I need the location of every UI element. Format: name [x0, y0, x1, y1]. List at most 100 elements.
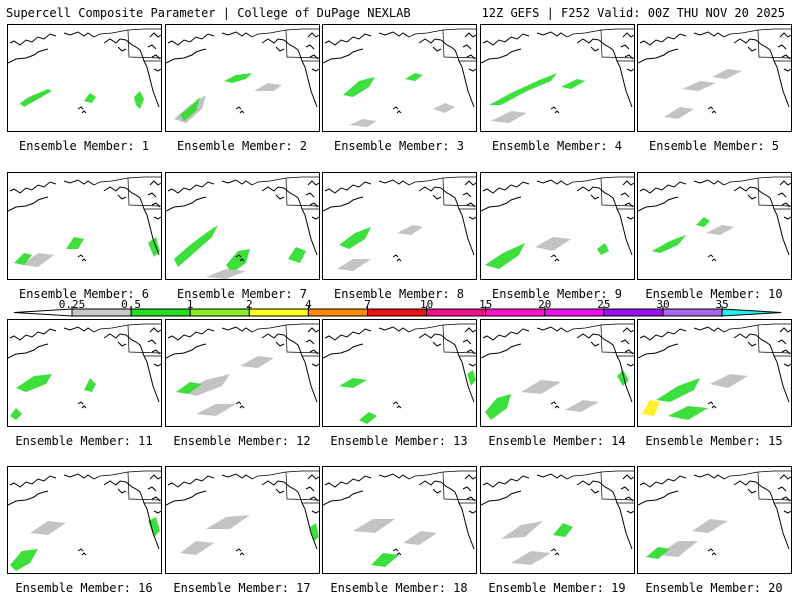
coastline: [147, 339, 157, 345]
coastline: [309, 202, 319, 208]
political-border: [566, 470, 634, 480]
coastline: [149, 180, 161, 186]
coastline: [466, 54, 476, 60]
ensemble-member-label: Ensemble Member: 12: [173, 434, 311, 448]
coastline: [440, 187, 475, 256]
coastline: [464, 32, 476, 38]
map-graphic: [166, 176, 319, 279]
coastline: [261, 186, 285, 192]
scp-low-area: [339, 227, 371, 249]
coastline: [9, 33, 57, 46]
map-graphic: [8, 323, 161, 420]
colorbar-tick-label: 35: [715, 298, 729, 311]
coastline: [626, 68, 634, 72]
scp-low-area: [561, 79, 585, 89]
coastline: [323, 196, 364, 212]
island: [550, 548, 557, 552]
scp-weak-area: [501, 521, 543, 539]
scp-low-area: [84, 93, 96, 103]
coastline: [103, 333, 127, 339]
scp-low-area: [485, 394, 511, 420]
colorbar-segment: [189, 308, 250, 317]
coastline: [432, 488, 442, 494]
coastline: [167, 181, 215, 194]
coastline: [8, 196, 49, 212]
political-border: [757, 471, 791, 501]
coastline: [221, 473, 253, 480]
coastline: [153, 363, 161, 367]
coastline: [307, 327, 319, 333]
coastline: [482, 181, 530, 194]
ensemble-member-label: Ensemble Member: 15: [645, 434, 783, 448]
coastline: [481, 48, 522, 64]
island: [707, 548, 714, 552]
ensemble-member-label: Ensemble Member: 8: [333, 287, 465, 301]
coastline: [323, 343, 364, 359]
ensemble-member-label: Ensemble Member: 5: [648, 139, 780, 153]
ensemble-map-panel: [7, 319, 162, 427]
coastline: [309, 496, 319, 502]
ensemble-member-label: Ensemble Member: 14: [488, 434, 626, 448]
coastline: [311, 363, 319, 367]
coastline: [747, 46, 757, 52]
island: [81, 110, 87, 114]
island: [711, 258, 717, 262]
colorbar-segment: [248, 308, 309, 317]
coastline: [307, 32, 319, 38]
scp-weak-area: [353, 519, 395, 533]
product-title: Supercell Composite Parameter | College …: [6, 6, 411, 20]
ensemble-member-label: Ensemble Member: 4: [491, 139, 623, 153]
color-scale-legend: 0.25 0.5 1 2 4 7 10 15 20 25 30 35: [0, 298, 800, 320]
coastline: [620, 44, 630, 50]
scp-low-area: [148, 237, 160, 257]
coastline: [781, 54, 791, 60]
coastline: [620, 192, 630, 198]
scp-low-area: [224, 73, 252, 83]
political-border: [285, 177, 319, 207]
coastline: [576, 38, 600, 44]
political-border: [127, 324, 161, 354]
coastline: [275, 488, 285, 494]
map-graphic: [323, 28, 476, 127]
coastline: [733, 38, 757, 44]
coastline: [747, 488, 757, 494]
ensemble-map-panel: [322, 319, 477, 427]
scp-weak-area: [403, 531, 437, 545]
scp-low-area: [180, 97, 200, 121]
island: [235, 548, 242, 552]
coastline: [153, 510, 161, 514]
island: [554, 405, 560, 409]
coastline: [117, 194, 127, 200]
coastline: [305, 44, 315, 50]
coastline: [755, 334, 790, 403]
scp-low-area: [16, 374, 52, 392]
coastline: [418, 38, 442, 44]
coastline: [536, 31, 568, 38]
scp-weak-area: [349, 119, 377, 127]
political-border: [600, 471, 634, 501]
scp-low-area: [339, 378, 367, 388]
political-border: [600, 177, 634, 207]
coastline: [626, 363, 634, 367]
coastline: [167, 328, 215, 341]
coastline: [323, 48, 364, 64]
coastline: [733, 480, 757, 486]
coastline: [418, 186, 442, 192]
coastline: [598, 39, 633, 108]
scp-high-area: [642, 400, 660, 416]
coastline: [777, 192, 787, 198]
coastline: [151, 54, 161, 60]
coastline: [153, 216, 161, 220]
coastline: [639, 181, 687, 194]
political-border: [442, 471, 476, 501]
coastline: [378, 326, 410, 333]
island: [81, 405, 87, 409]
ensemble-member-label: Ensemble Member: 2: [176, 139, 308, 153]
ensemble-member-label: Ensemble Member: 3: [333, 139, 465, 153]
scp-low-area: [553, 523, 573, 537]
coastline: [440, 334, 475, 403]
coastline: [307, 180, 319, 186]
ensemble-map-panel: [637, 24, 792, 132]
map-graphic: [638, 470, 791, 559]
coastline: [311, 68, 319, 72]
